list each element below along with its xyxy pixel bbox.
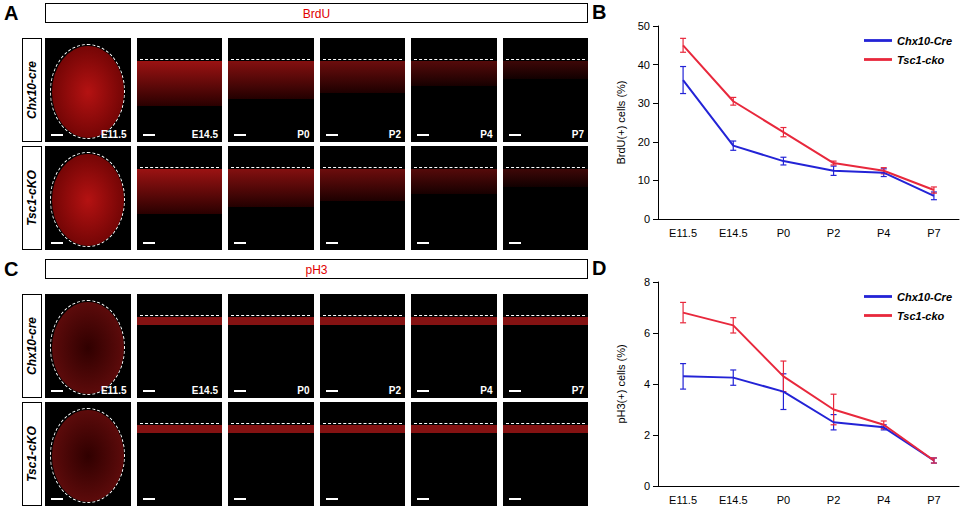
svg-text:P7: P7 bbox=[927, 227, 940, 239]
svg-text:Tsc1-cko: Tsc1-cko bbox=[897, 310, 945, 322]
svg-text:E11.5: E11.5 bbox=[669, 494, 697, 506]
svg-text:10: 10 bbox=[638, 174, 650, 186]
html-text:E14.5: E14.5 bbox=[191, 385, 218, 396]
svg-text:4: 4 bbox=[644, 378, 650, 390]
html-text:A: A bbox=[4, 2, 19, 24]
html-text:E11.5: E11.5 bbox=[100, 385, 127, 396]
html-text:Tsc1-cKO: Tsc1-cKO bbox=[25, 426, 39, 482]
html-text:C: C bbox=[4, 258, 19, 280]
svg-text:P2: P2 bbox=[827, 227, 840, 239]
svg-text:E11.5: E11.5 bbox=[669, 227, 697, 239]
svg-text:P7: P7 bbox=[927, 494, 940, 506]
svg-text:Tsc1-cko: Tsc1-cko bbox=[897, 54, 945, 66]
html-text:Tsc1-cKO: Tsc1-cKO bbox=[25, 170, 39, 226]
svg-text:P4: P4 bbox=[877, 227, 890, 239]
html-text:P4: P4 bbox=[480, 129, 493, 140]
html-text:E14.5: E14.5 bbox=[191, 129, 218, 140]
html-text:E11.5: E11.5 bbox=[100, 129, 127, 140]
html-text:BrdU: BrdU bbox=[302, 7, 331, 21]
svg-text:P2: P2 bbox=[827, 494, 840, 506]
svg-text:2: 2 bbox=[644, 429, 650, 441]
svg-text:D: D bbox=[592, 257, 606, 279]
svg-text:8: 8 bbox=[644, 276, 650, 288]
html-text:P4: P4 bbox=[480, 385, 493, 396]
html-text:Chx10-cre: Chx10-cre bbox=[25, 61, 39, 119]
html-text:P7: P7 bbox=[571, 385, 584, 396]
html-text:pH3: pH3 bbox=[305, 263, 328, 277]
svg-text:Chx10-Cre: Chx10-Cre bbox=[897, 35, 952, 47]
html-text:P0: P0 bbox=[297, 385, 310, 396]
svg-text:0: 0 bbox=[644, 213, 650, 225]
svg-text:pH3(+) cells (%): pH3(+) cells (%) bbox=[615, 344, 627, 423]
html-text:P2: P2 bbox=[388, 385, 401, 396]
svg-text:P0: P0 bbox=[777, 227, 790, 239]
html-text:P2: P2 bbox=[388, 129, 401, 140]
svg-text:P0: P0 bbox=[777, 494, 790, 506]
svg-text:Chx10-Cre: Chx10-Cre bbox=[897, 291, 952, 303]
html-text:P7: P7 bbox=[571, 129, 584, 140]
svg-text:P4: P4 bbox=[877, 494, 890, 506]
svg-text:30: 30 bbox=[638, 97, 650, 109]
svg-text:B: B bbox=[592, 1, 606, 23]
svg-text:E14.5: E14.5 bbox=[719, 494, 748, 506]
svg-text:40: 40 bbox=[638, 59, 650, 71]
svg-text:50: 50 bbox=[638, 20, 650, 32]
html-text:Chx10-cre: Chx10-cre bbox=[25, 317, 39, 375]
svg-text:E14.5: E14.5 bbox=[719, 227, 748, 239]
html-text:P0: P0 bbox=[297, 129, 310, 140]
svg-text:6: 6 bbox=[644, 327, 650, 339]
svg-text:20: 20 bbox=[638, 136, 650, 148]
svg-text:BrdU(+) cells (%): BrdU(+) cells (%) bbox=[615, 80, 627, 164]
svg-text:0: 0 bbox=[644, 480, 650, 492]
